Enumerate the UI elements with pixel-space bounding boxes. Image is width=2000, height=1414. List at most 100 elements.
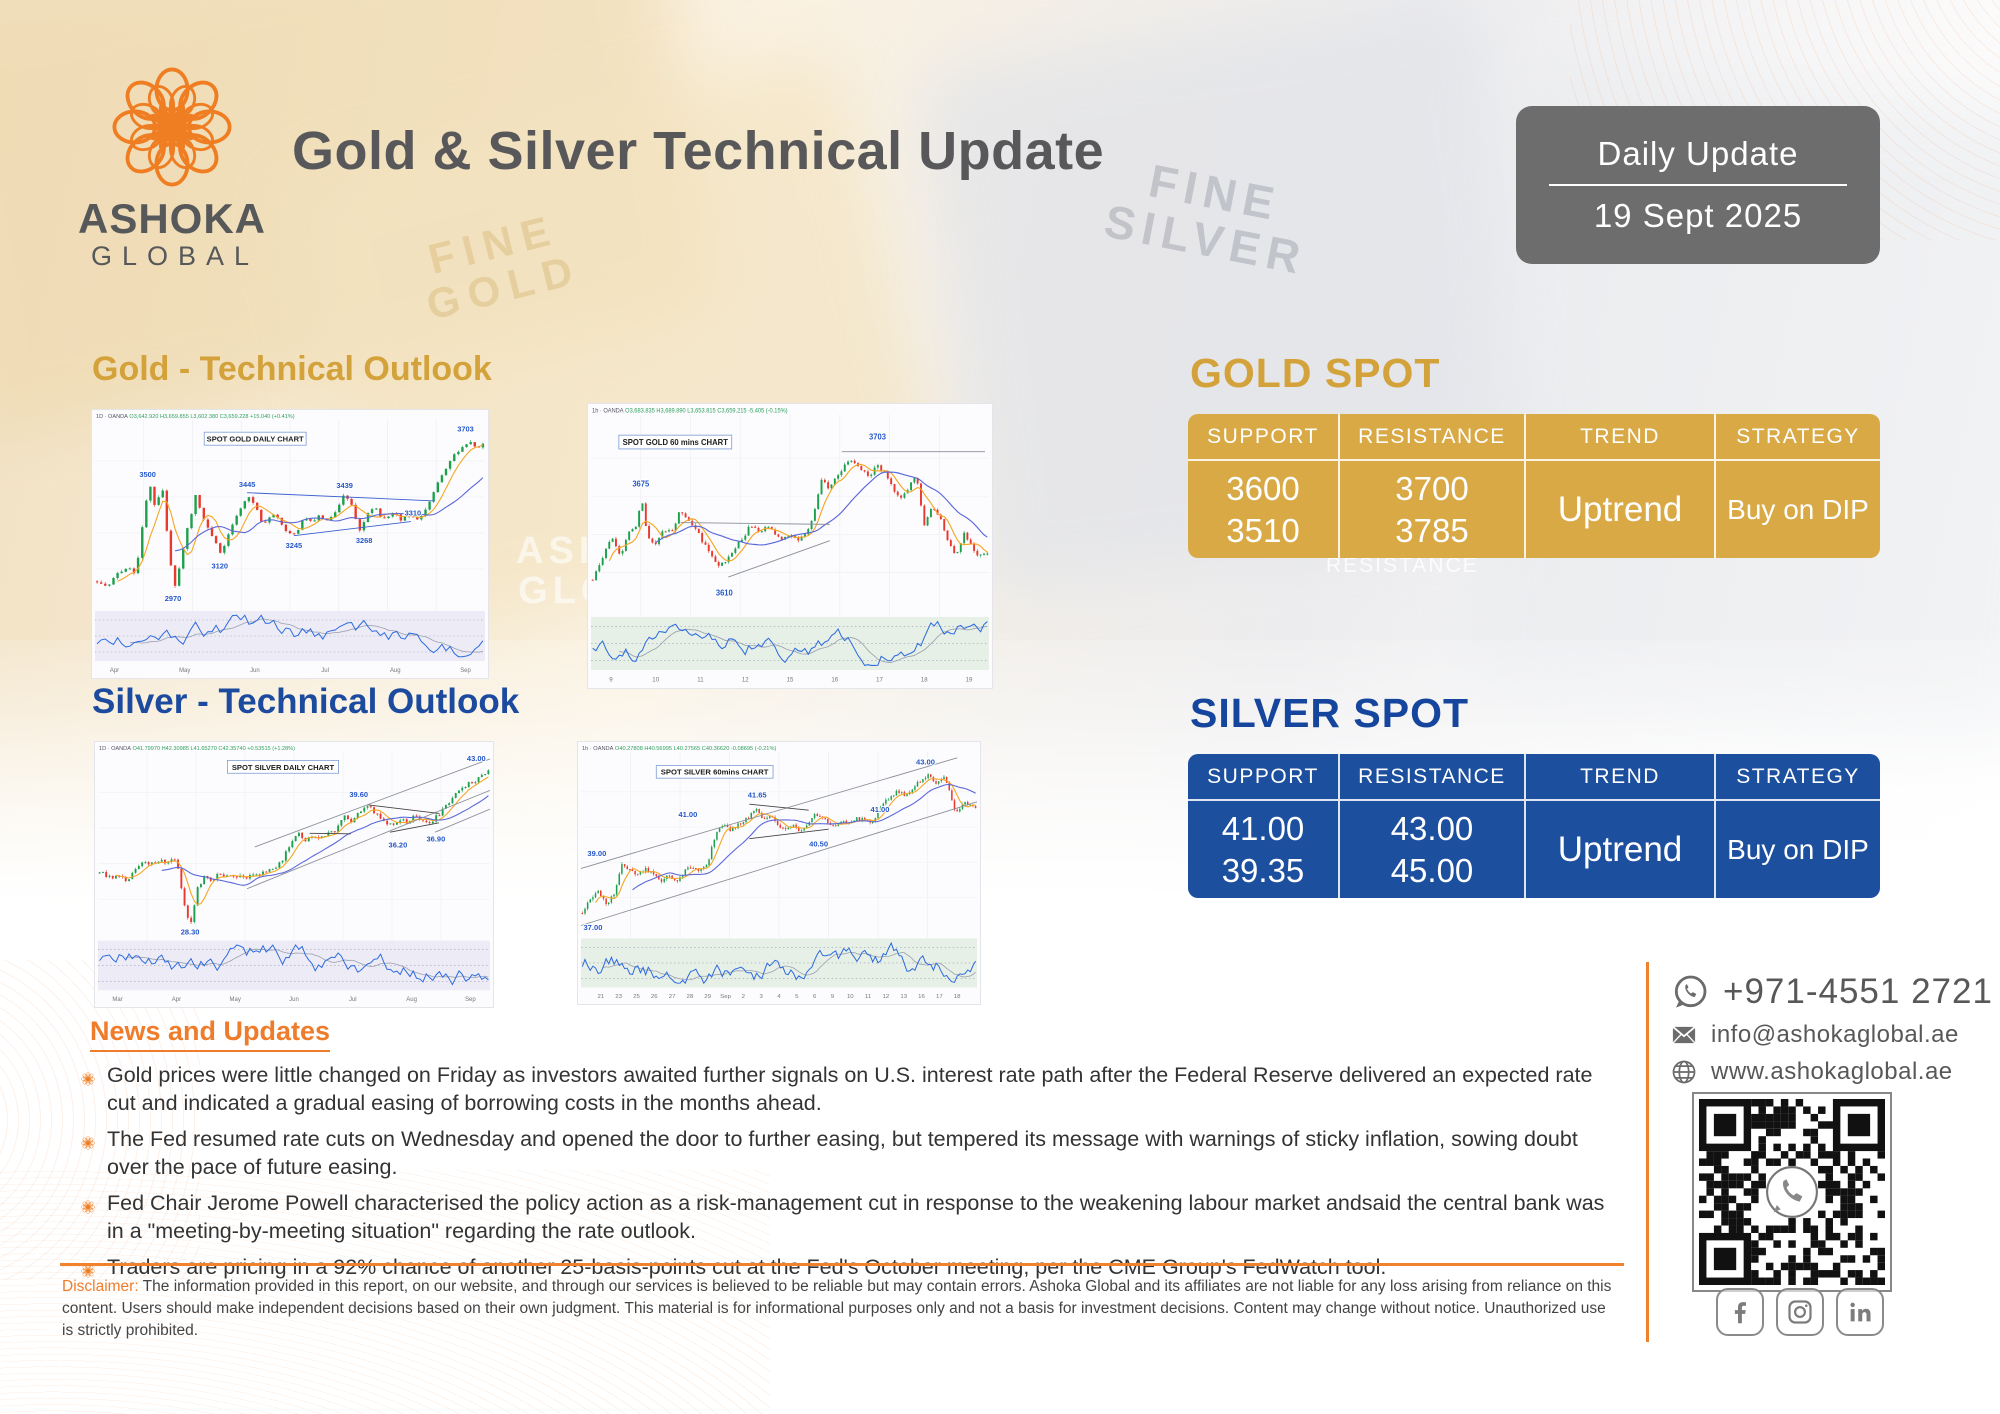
svg-text:18: 18 [921,677,928,684]
resistance-value: 3700 [1395,470,1469,508]
svg-text:3675: 3675 [632,480,650,489]
svg-text:3268: 3268 [356,536,373,545]
svg-text:18: 18 [954,994,961,1000]
svg-text:Jun: Jun [250,668,260,674]
svg-text:36.90: 36.90 [427,834,446,843]
column-header: RESISTANCE [1340,414,1526,461]
support-cell: 41.00 39.35 [1188,801,1340,898]
svg-text:Jul: Jul [349,997,357,1003]
svg-text:3310: 3310 [405,509,422,518]
svg-text:43.00: 43.00 [916,758,935,767]
svg-text:May: May [230,997,241,1003]
svg-text:19: 19 [966,677,973,684]
svg-text:3500: 3500 [139,470,156,479]
phone-row[interactable]: +971-4551 2721 [1670,972,1993,1012]
svg-text:29: 29 [704,994,711,1000]
svg-text:6: 6 [813,994,817,1000]
orange-vertical-line [1646,962,1649,1342]
news-item-text: Fed Chair Jerome Powell characterised th… [107,1190,1605,1243]
support-cell: 3600 3510 [1188,461,1340,558]
svg-text:26: 26 [651,994,658,1000]
column-header: SUPPORT [1188,754,1340,801]
globe-icon [1670,1058,1698,1086]
flower-bullet-icon [80,1195,96,1214]
email-address: info@ashokaglobal.ae [1711,1021,1959,1048]
gold-daily-chart: 3500 3445 3439 3703 2970 3120 3245 3268 3310 SPOT… [92,410,488,678]
svg-text:28: 28 [687,994,694,1000]
svg-text:3439: 3439 [336,481,353,490]
svg-text:13: 13 [900,994,907,1000]
contact-block: +971-4551 2721 info@ashokaglobal.ae www.… [1670,972,1993,1095]
svg-text:17: 17 [936,994,943,1000]
strategy-cell: Buy on DIP [1727,834,1869,865]
svg-text:SPOT GOLD 60 mins CHART: SPOT GOLD 60 mins CHART [623,438,728,447]
svg-text:16: 16 [831,677,838,684]
svg-text:37.00: 37.00 [583,923,602,932]
svg-text:40.50: 40.50 [809,840,828,849]
website-url: www.ashokaglobal.ae [1711,1058,1953,1085]
resistance-value: 45.00 [1390,851,1474,889]
company-logo: ASHOKA GLOBAL [72,56,272,272]
column-header: STRATEGY [1716,754,1880,801]
news-heading: News and Updates [90,1016,331,1052]
daily-update-badge: Daily Update 19 Sept 2025 [1516,106,1880,264]
website-row[interactable]: www.ashokaglobal.ae [1670,1058,1993,1086]
svg-text:28.30: 28.30 [181,927,200,936]
svg-text:Apr: Apr [172,997,181,1003]
flower-bullet-icon [80,1131,96,1150]
page-title: Gold & Silver Technical Update [292,121,1105,181]
email-row[interactable]: info@ashokaglobal.ae [1670,1021,1993,1049]
svg-text:3703: 3703 [457,424,474,433]
news-item-text: Traders are pricing in a 92% chance of a… [107,1254,1387,1279]
svg-text:Sep: Sep [720,994,731,1000]
svg-text:3120: 3120 [211,562,228,571]
svg-text:SPOT SILVER 60mins CHART: SPOT SILVER 60mins CHART [661,768,769,777]
svg-text:Jul: Jul [321,668,329,674]
ashoka-mandala-icon [112,56,232,198]
resistance-value: 43.00 [1390,810,1474,848]
svg-text:43.00: 43.00 [467,754,486,763]
gold-60min-chart: 3675 3703 3610 SPOT GOLD 60 mins CHART 1h · … [588,404,992,688]
gold-spot-table: SUPPORT RESISTANCE TREND STRATEGY 3600 3… [1188,414,1880,558]
support-value: 39.35 [1221,851,1305,889]
ghost-resistance-text: RESISTANCE [1326,554,1479,577]
linkedin-icon[interactable] [1836,1288,1884,1336]
strategy-cell: Buy on DIP [1727,494,1869,525]
svg-text:1h · OANDA O3,683.835 H3,689.8: 1h · OANDA O3,683.835 H3,689.890 L3,653.… [592,408,788,414]
svg-text:12: 12 [742,677,749,684]
phone-number: +971-4551 2721 [1723,972,1993,1011]
svg-text:Aug: Aug [390,668,401,674]
badge-line1: Daily Update [1597,135,1799,172]
svg-text:15: 15 [787,677,794,684]
column-header: STRATEGY [1716,414,1880,461]
news-item: The Fed resumed rate cuts on Wednesday a… [80,1126,1625,1182]
support-value: 3600 [1226,470,1300,508]
silver-60min-chart: 43.00 41.65 41.00 41.00 40.50 39.00 37.00 SPOT … [578,742,980,1004]
svg-text:2: 2 [742,994,746,1000]
column-header: RESISTANCE [1340,754,1526,801]
svg-text:May: May [179,668,190,674]
disclaimer-label: Disclaimer: [62,1278,139,1295]
svg-text:41.00: 41.00 [678,810,697,819]
svg-text:3610: 3610 [716,588,733,597]
trend-cell: Uptrend [1526,461,1716,558]
badge-date: 19 Sept 2025 [1593,197,1803,234]
svg-text:Aug: Aug [406,997,417,1003]
svg-text:3445: 3445 [239,480,256,489]
column-header: TREND [1526,754,1716,801]
instagram-icon[interactable] [1776,1288,1824,1336]
badge-divider [1548,184,1848,186]
news-item-text: Gold prices were little changed on Frida… [107,1063,1593,1115]
svg-text:36.20: 36.20 [389,841,408,850]
orange-divider-line [60,1263,1624,1266]
resistance-cell: 43.00 45.00 [1340,801,1526,898]
facebook-icon[interactable] [1716,1288,1764,1336]
news-item-text: The Fed resumed rate cuts on Wednesday a… [107,1126,1578,1179]
svg-text:17: 17 [876,677,883,684]
svg-text:Mar: Mar [112,997,122,1003]
support-value: 41.00 [1221,810,1305,848]
column-header: SUPPORT [1188,414,1340,461]
svg-text:11: 11 [697,677,704,684]
svg-text:3245: 3245 [286,541,303,550]
